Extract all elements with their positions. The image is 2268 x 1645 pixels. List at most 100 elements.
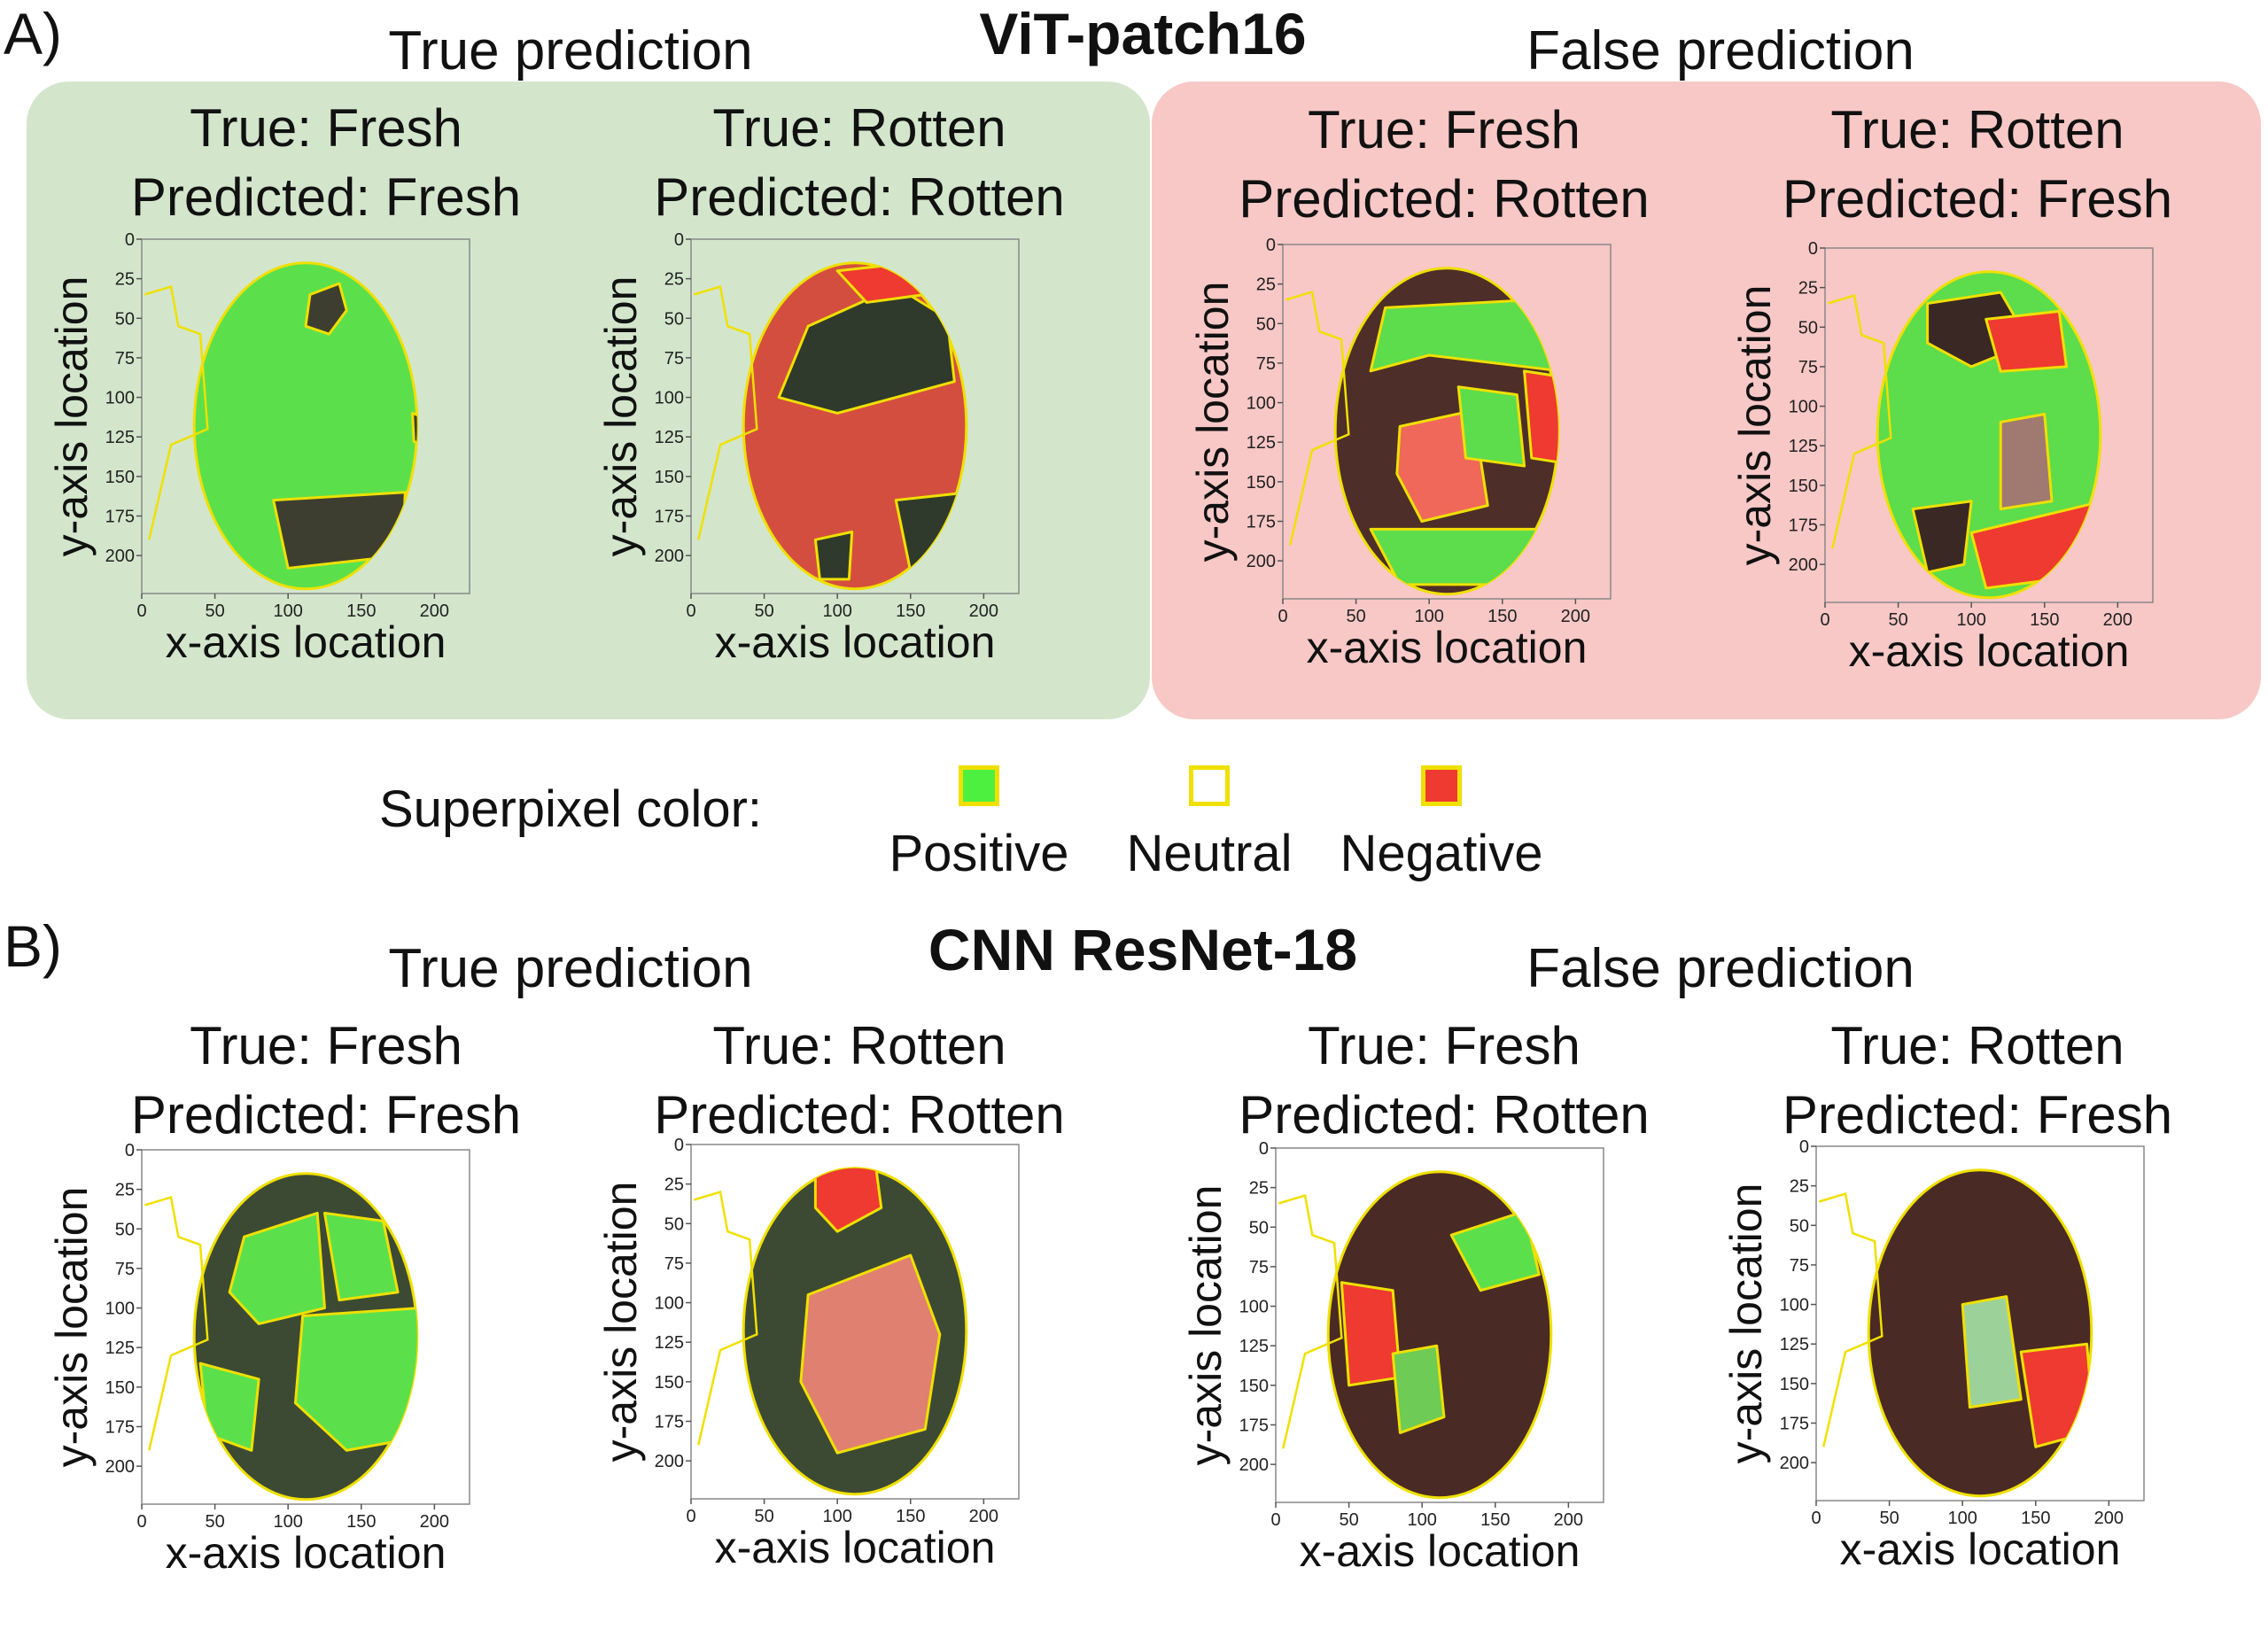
y-tick-label: 175 [655,508,684,527]
plot-a2: 0 50 100 150 2000255075100125150175200x-axis… [596,230,1020,667]
section-b-false-group-label: False prediction [1526,938,1915,999]
superpixel-region [813,530,854,581]
plot-b3-pred-label: Predicted: Rotten [1239,1085,1650,1145]
x-axis-label: x-axis location [1840,1525,2121,1574]
y-axis-label: y-axis location [1181,1185,1231,1466]
superpixel-region [1961,1295,2023,1409]
plot-b2-title: True: Rotten Predicted: Rotten [594,1012,1125,1150]
y-tick-label: 175 [105,1418,135,1438]
y-tick-label: 50 [1790,1216,1809,1236]
y-tick-label: 100 [1789,398,1818,417]
plot-a4-pred-label: Predicted: Fresh [1782,169,2173,229]
legend-label-neutral: Neutral [1126,825,1293,882]
y-tick-label: 25 [1256,275,1276,295]
x-tick-label: 200 [2103,610,2132,630]
neutral-boundary [1827,293,1892,549]
plot-a1: 0 50 100 150 2000255075100125150175200x-axis… [47,230,470,667]
plot-a1-title: True: Fresh Predicted: Fresh [60,94,592,232]
superpixel-region [1369,299,1558,373]
y-tick-label: 175 [1239,1416,1269,1436]
plot-a4-title: True: Rotten Predicted: Fresh [1712,96,2243,234]
x-tick-label: 0 [686,601,695,621]
y-tick-label: 175 [1780,1415,1809,1434]
legend-swatch-negative [1421,765,1462,806]
x-tick-label: 50 [205,601,224,621]
superpixel-region [272,491,407,570]
y-tick-label: 200 [1239,1455,1269,1475]
y-tick-label: 200 [1247,552,1276,571]
x-tick-label: 150 [896,601,925,621]
y-tick-label: 100 [105,1300,135,1319]
x-tick-label: 50 [1346,607,1365,626]
y-tick-label: 50 [664,1214,684,1234]
plot-a4-true-label: True: Rotten [1830,100,2124,159]
plot-a2-true-label: True: Rotten [712,98,1006,158]
x-tick-label: 200 [420,1512,449,1532]
legend-swatch-positive [959,765,999,806]
x-tick-label: 100 [273,1512,302,1532]
x-tick-label: 0 [1820,610,1829,630]
neutral-boundary [144,1195,209,1451]
x-tick-label: 100 [273,601,302,621]
plot-b1: 0 50 100 150 2000255075100125150175200x-axis… [47,1141,470,1578]
superpixel-region [198,1362,260,1452]
y-tick-label: 125 [655,1333,684,1353]
y-tick-label: 125 [105,428,135,447]
y-tick-label: 175 [105,508,135,527]
x-tick-label: 100 [1407,1510,1436,1530]
y-tick-label: 200 [655,1452,684,1471]
superpixel-region [1911,500,1973,574]
x-tick-label: 150 [346,601,376,621]
superpixel-region [1984,309,2069,373]
plot-a1-true-label: True: Fresh [190,98,462,158]
x-axis-label: x-axis location [166,1528,447,1578]
section-b-model-title: CNN ResNet-18 [928,917,1358,982]
neutral-boundary [1278,1193,1343,1449]
y-tick-label: 50 [1798,318,1818,338]
superpixel-region [799,1253,942,1455]
y-axis-label: y-axis location [1721,1183,1771,1464]
y-tick-label: 100 [1780,1296,1809,1315]
y-tick-label: 150 [655,1373,684,1393]
y-axis-label: y-axis location [1188,282,1238,563]
y-tick-label: 75 [1790,1256,1809,1276]
neutral-boundary [1818,1191,1884,1447]
x-tick-label: 100 [822,1507,851,1526]
axes-frame [1824,247,2154,603]
plot-a3-true-label: True: Fresh [1308,100,1581,159]
x-tick-label: 150 [346,1512,376,1532]
x-tick-label: 200 [420,601,449,621]
y-tick-label: 100 [655,1294,684,1314]
y-tick-label: 0 [1808,239,1818,259]
x-tick-label: 200 [2094,1509,2124,1528]
y-tick-label: 150 [105,468,135,487]
x-tick-label: 150 [1480,1510,1510,1530]
y-tick-label: 75 [115,349,135,369]
plot-b4-pred-label: Predicted: Fresh [1782,1085,2173,1145]
x-tick-label: 50 [1879,1509,1899,1528]
y-tick-label: 200 [1789,555,1818,575]
axes-frame [1815,1145,2145,1501]
y-axis-label: y-axis location [596,1182,646,1463]
y-tick-label: 200 [1780,1454,1809,1473]
y-tick-label: 0 [674,1136,684,1155]
plot-a3-title: True: Fresh Predicted: Rotten [1178,96,1710,234]
y-tick-label: 50 [664,309,684,329]
x-tick-label: 0 [136,601,146,621]
y-tick-label: 200 [105,547,135,566]
x-axis-label: x-axis location [1307,623,1588,672]
superpixel-region [322,1211,400,1302]
plot-b2-true-label: True: Rotten [712,1016,1006,1075]
x-tick-label: 150 [2021,1509,2050,1528]
y-axis-label: y-axis location [47,1187,97,1468]
section-b-true-group-label: True prediction [388,938,753,999]
plot-a3: 0 50 100 150 2000255075100125150175200x-axis… [1188,236,1612,672]
plot-a2-pred-label: Predicted: Rotten [654,167,1065,227]
x-axis-label: x-axis location [166,617,447,667]
x-tick-label: 200 [969,1507,998,1526]
y-tick-label: 150 [655,468,684,487]
y-tick-label: 125 [655,428,684,447]
y-tick-label: 100 [1239,1298,1269,1317]
y-axis-label: y-axis location [1730,285,1780,566]
